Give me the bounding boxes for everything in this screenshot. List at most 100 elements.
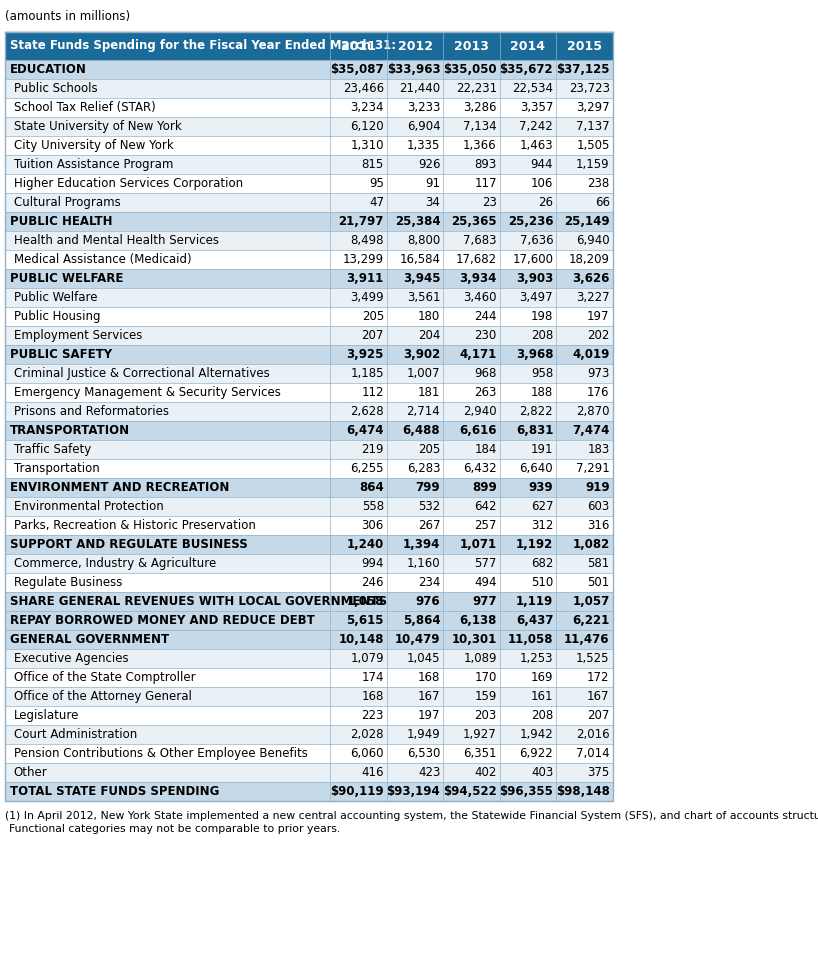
Text: 205: 205: [362, 310, 384, 323]
Text: 6,437: 6,437: [516, 614, 553, 627]
Text: 202: 202: [587, 329, 609, 342]
Text: Public Housing: Public Housing: [14, 310, 100, 323]
Text: 208: 208: [531, 709, 553, 722]
Text: 1,310: 1,310: [350, 139, 384, 152]
Text: 180: 180: [418, 310, 440, 323]
Text: 6,616: 6,616: [459, 424, 497, 437]
Text: $96,355: $96,355: [499, 785, 553, 798]
Text: 2015: 2015: [567, 40, 602, 52]
Text: 1,335: 1,335: [407, 139, 440, 152]
Text: Environmental Protection: Environmental Protection: [14, 500, 164, 513]
Text: City University of New York: City University of New York: [14, 139, 173, 152]
Text: 170: 170: [474, 671, 497, 684]
Text: 1,942: 1,942: [519, 728, 553, 741]
Text: Criminal Justice & Correctional Alternatives: Criminal Justice & Correctional Alternat…: [14, 367, 269, 380]
Text: 2,940: 2,940: [463, 405, 497, 418]
Text: 6,474: 6,474: [346, 424, 384, 437]
Text: 18,209: 18,209: [569, 253, 609, 266]
Text: 973: 973: [587, 367, 609, 380]
Text: 976: 976: [416, 595, 440, 608]
Bar: [5, 383, 613, 402]
Text: 1,185: 1,185: [350, 367, 384, 380]
Text: 23: 23: [482, 196, 497, 209]
Text: 174: 174: [362, 671, 384, 684]
Text: 188: 188: [531, 386, 553, 399]
Text: 494: 494: [474, 576, 497, 589]
Text: Public Schools: Public Schools: [14, 82, 97, 95]
Text: Legislature: Legislature: [14, 709, 79, 722]
Text: 25,236: 25,236: [508, 215, 553, 228]
Bar: [5, 212, 613, 231]
Text: 3,902: 3,902: [403, 348, 440, 361]
Bar: [5, 668, 613, 687]
Text: 3,934: 3,934: [460, 272, 497, 285]
Text: 3,561: 3,561: [407, 291, 440, 304]
Text: Medical Assistance (Medicaid): Medical Assistance (Medicaid): [14, 253, 191, 266]
Text: 1,240: 1,240: [347, 538, 384, 551]
Text: 423: 423: [418, 766, 440, 779]
Bar: [5, 687, 613, 706]
Text: PUBLIC SAFETY: PUBLIC SAFETY: [10, 348, 112, 361]
Text: 7,134: 7,134: [463, 120, 497, 133]
Text: Regulate Business: Regulate Business: [14, 576, 122, 589]
Text: $37,125: $37,125: [556, 63, 609, 76]
Bar: [5, 98, 613, 117]
Text: 1,057: 1,057: [573, 595, 609, 608]
Text: 939: 939: [528, 481, 553, 494]
Text: 558: 558: [362, 500, 384, 513]
Text: School Tax Relief (STAR): School Tax Relief (STAR): [14, 101, 155, 114]
Text: 244: 244: [474, 310, 497, 323]
Text: State Funds Spending for the Fiscal Year Ended March 31:: State Funds Spending for the Fiscal Year…: [10, 40, 396, 52]
Text: 6,488: 6,488: [402, 424, 440, 437]
Text: 230: 230: [474, 329, 497, 342]
Text: 169: 169: [531, 671, 553, 684]
Text: 1,159: 1,159: [576, 158, 609, 171]
Text: 3,234: 3,234: [350, 101, 384, 114]
Text: 864: 864: [359, 481, 384, 494]
Text: $90,119: $90,119: [330, 785, 384, 798]
Text: 5,864: 5,864: [402, 614, 440, 627]
Text: 1,045: 1,045: [407, 652, 440, 665]
Text: 26: 26: [538, 196, 553, 209]
Bar: [5, 136, 613, 155]
Text: 2011: 2011: [341, 40, 376, 52]
Text: 16,584: 16,584: [399, 253, 440, 266]
Text: 603: 603: [587, 500, 609, 513]
Text: 23,723: 23,723: [569, 82, 609, 95]
Text: 7,636: 7,636: [519, 234, 553, 247]
Bar: [5, 345, 613, 364]
Text: 3,233: 3,233: [407, 101, 440, 114]
Text: Emergency Management & Security Services: Emergency Management & Security Services: [14, 386, 281, 399]
Text: 4,171: 4,171: [460, 348, 497, 361]
Text: Public Welfare: Public Welfare: [14, 291, 97, 304]
Text: 642: 642: [474, 500, 497, 513]
Text: 11,476: 11,476: [564, 633, 609, 646]
Bar: [5, 79, 613, 98]
Text: Commerce, Industry & Agriculture: Commerce, Industry & Agriculture: [14, 557, 216, 570]
Text: $33,963: $33,963: [387, 63, 440, 76]
Text: $35,087: $35,087: [330, 63, 384, 76]
Text: 2,628: 2,628: [350, 405, 384, 418]
Text: 1,160: 1,160: [407, 557, 440, 570]
Text: 3,227: 3,227: [576, 291, 609, 304]
Text: SHARE GENERAL REVENUES WITH LOCAL GOVERNMENTS: SHARE GENERAL REVENUES WITH LOCAL GOVERN…: [10, 595, 387, 608]
Text: $93,194: $93,194: [387, 785, 440, 798]
Text: GENERAL GOVERNMENT: GENERAL GOVERNMENT: [10, 633, 169, 646]
Text: 7,683: 7,683: [463, 234, 497, 247]
Text: 168: 168: [362, 690, 384, 703]
Text: Tuition Assistance Program: Tuition Assistance Program: [14, 158, 173, 171]
Text: 3,903: 3,903: [516, 272, 553, 285]
Bar: [5, 535, 613, 554]
Text: EDUCATION: EDUCATION: [10, 63, 87, 76]
Bar: [5, 459, 613, 478]
Text: 23,466: 23,466: [343, 82, 384, 95]
Text: 2,028: 2,028: [350, 728, 384, 741]
Text: 944: 944: [531, 158, 553, 171]
Bar: [5, 744, 613, 763]
Text: 6,432: 6,432: [463, 462, 497, 475]
Bar: [5, 269, 613, 288]
Text: 577: 577: [474, 557, 497, 570]
Bar: [5, 193, 613, 212]
Text: 7,291: 7,291: [576, 462, 609, 475]
Text: 6,221: 6,221: [573, 614, 609, 627]
